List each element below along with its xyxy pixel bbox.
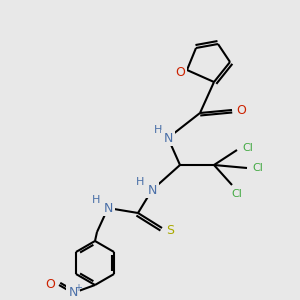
Text: O: O	[236, 103, 246, 116]
Text: Cl: Cl	[253, 163, 263, 173]
Text: H: H	[92, 195, 100, 205]
Text: N: N	[68, 286, 78, 299]
Text: Cl: Cl	[243, 143, 254, 153]
Text: N: N	[103, 202, 113, 214]
Text: +: +	[74, 283, 82, 293]
Text: O: O	[45, 278, 55, 290]
Text: H: H	[136, 177, 144, 187]
Text: N: N	[147, 184, 157, 196]
Text: S: S	[166, 224, 174, 238]
Text: N: N	[163, 131, 173, 145]
Text: O: O	[175, 65, 185, 79]
Text: H: H	[154, 125, 162, 135]
Text: Cl: Cl	[232, 189, 242, 199]
